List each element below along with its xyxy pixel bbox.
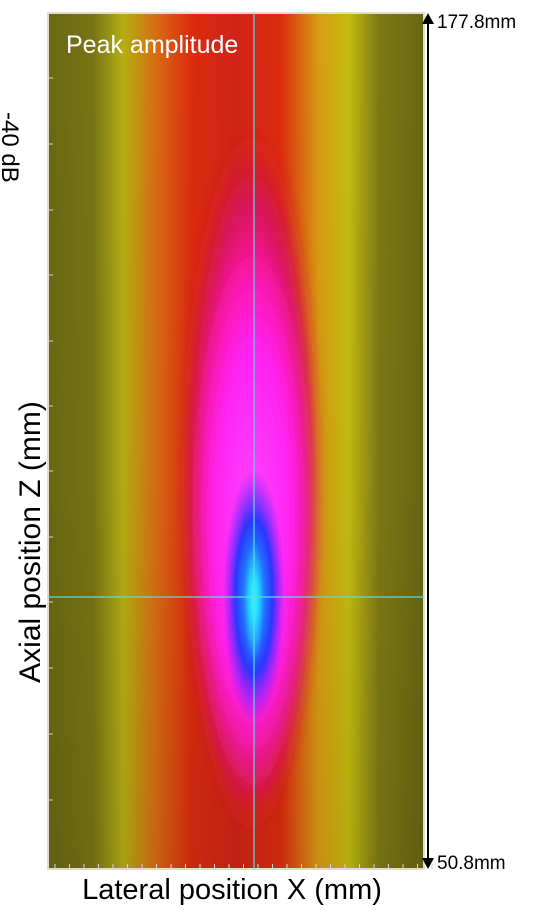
axial-scale-top-label: 177.8mm [437, 12, 516, 33]
axial-scale-marker: 177.8mm 50.8mm [422, 12, 516, 874]
axial-scale-bottom-arrow [422, 858, 434, 869]
x-axis-label: Lateral position X (mm) [82, 874, 382, 906]
plot-border [47, 12, 425, 870]
left-axis [48, 77, 53, 801]
axial-scale-bottom-label: 50.8mm [437, 853, 506, 874]
y-axis-label: Axial position Z (mm) [14, 401, 47, 683]
left-axis-ticks [48, 77, 53, 801]
top-left-cropped-label: -40 dB [0, 112, 23, 183]
axial-scale-top-arrow [422, 13, 434, 24]
plot-area [47, 12, 425, 870]
chart-title: Peak amplitude [66, 31, 238, 59]
bottom-axis-ticks [54, 864, 433, 869]
bottom-axis [54, 864, 433, 869]
